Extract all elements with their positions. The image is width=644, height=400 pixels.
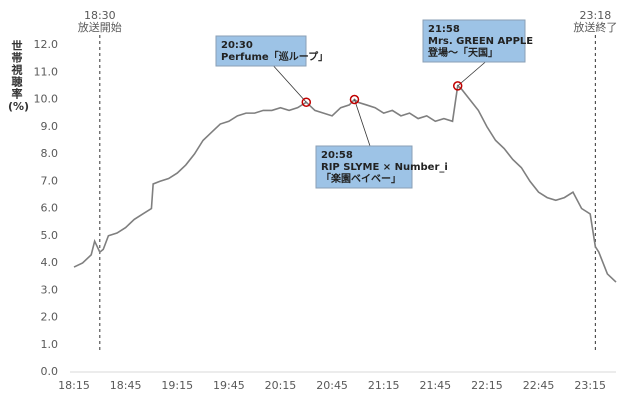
- y-tick-label: 9.0: [41, 120, 59, 133]
- annotation-marker: [349, 94, 360, 105]
- y-label-unit: (%): [8, 100, 30, 113]
- x-tick-label: 20:45: [316, 379, 348, 392]
- event-label: 23:18: [580, 9, 612, 22]
- x-tick-label: 19:15: [161, 379, 193, 392]
- leader-line: [457, 57, 491, 87]
- annotation-box: [215, 35, 307, 67]
- leader-line: [354, 99, 371, 147]
- y-tick-label: 7.0: [41, 174, 59, 187]
- y-tick-label: 5.0: [41, 229, 59, 242]
- y-tick-label: 6.0: [41, 202, 59, 215]
- annotation-text: 登場〜「天国」: [427, 46, 498, 59]
- y-tick-label: 4.0: [41, 256, 59, 269]
- event-label: 放送終了: [573, 20, 617, 34]
- x-tick-label: 18:15: [58, 379, 90, 392]
- annotation-text: 「楽園ベイベー」: [321, 172, 401, 185]
- leader-line: [269, 61, 307, 103]
- y-tick-label: 1.0: [41, 338, 59, 351]
- annotation-box: [422, 19, 526, 63]
- event-label: 18:30: [84, 9, 116, 22]
- y-tick-label: 0.0: [41, 365, 59, 378]
- annotation-box: [315, 145, 413, 189]
- annotation-marker: [301, 97, 312, 107]
- y-tick-label: 3.0: [41, 283, 59, 296]
- annotation-marker: [452, 81, 463, 91]
- y-tick-label: 12.0: [34, 38, 59, 51]
- x-tick-label: 22:45: [523, 379, 555, 392]
- y-tick-label: 8.0: [41, 147, 59, 160]
- y-axis-label: 世帯視聴率 (%): [8, 40, 30, 113]
- annotation-text: 20:30: [221, 40, 253, 51]
- annotation-text: 20:58: [321, 150, 353, 161]
- x-tick-label: 18:45: [110, 379, 142, 392]
- x-tick-label: 21:15: [368, 379, 400, 392]
- annotation-text: 21:58: [428, 24, 460, 35]
- annotation-text: RIP SLYME × Number_i: [321, 162, 448, 173]
- x-tick-label: 19:45: [213, 379, 245, 392]
- annotation-text: Perfume「巡ループ」: [221, 50, 328, 63]
- x-tick-label: 23:15: [574, 379, 606, 392]
- y-tick-label: 11.0: [34, 65, 59, 78]
- y-label-text: 世帯視聴率: [10, 40, 23, 100]
- event-label: 放送開始: [78, 20, 122, 34]
- x-tick-label: 21:45: [419, 379, 451, 392]
- rating-line: [73, 84, 617, 283]
- y-tick-label: 2.0: [41, 311, 59, 324]
- x-tick-label: 22:15: [471, 379, 503, 392]
- annotation-text: Mrs. GREEN APPLE: [428, 36, 533, 47]
- x-tick-label: 20:15: [265, 379, 297, 392]
- y-tick-label: 10.0: [34, 93, 59, 106]
